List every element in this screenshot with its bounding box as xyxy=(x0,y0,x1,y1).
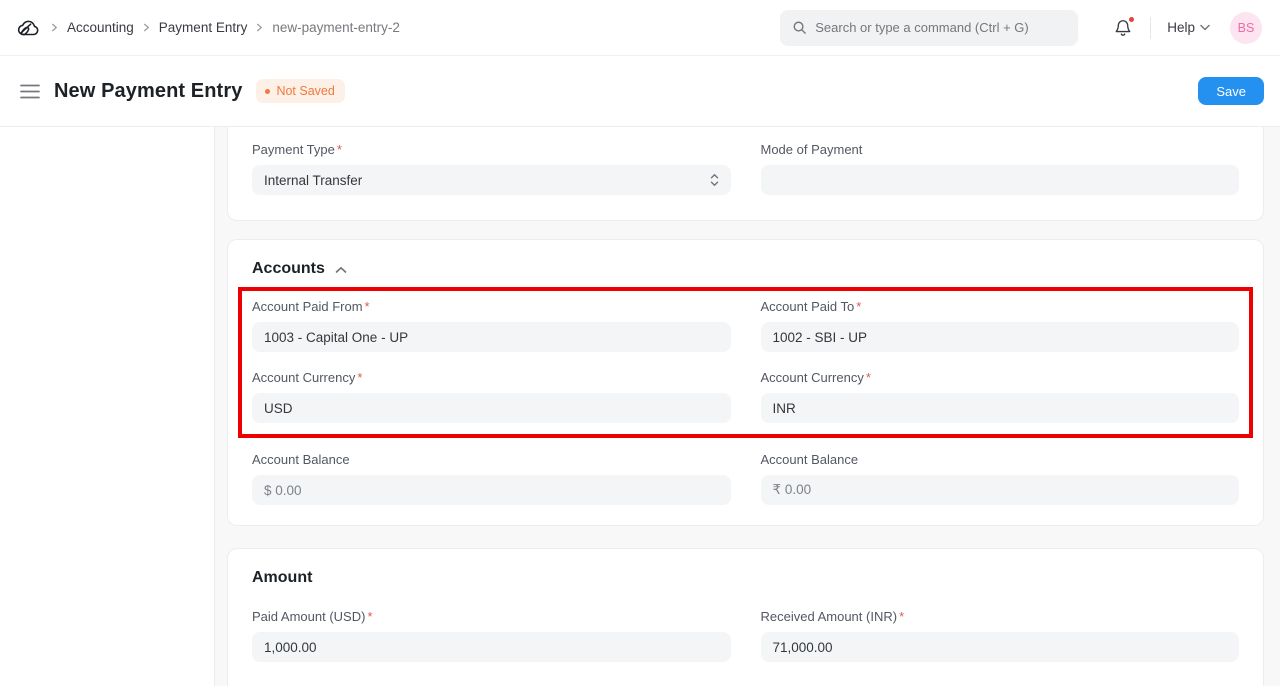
status-badge: Not Saved xyxy=(256,79,345,103)
help-menu[interactable]: Help xyxy=(1165,16,1212,39)
hamburger-icon[interactable] xyxy=(16,80,44,103)
page-header: New Payment Entry Not Saved Save xyxy=(0,56,1280,127)
account-balance-from-input[interactable]: $ 0.00 xyxy=(252,475,731,505)
status-dot-icon xyxy=(265,88,271,94)
field-account-balance-from: Account Balance $ 0.00 xyxy=(252,452,731,505)
navbar-divider xyxy=(1150,16,1152,39)
account-balance-to-input[interactable]: ₹ 0.00 xyxy=(760,475,1239,505)
required-asterisk: * xyxy=(865,370,871,385)
received-amount-label: Received Amount (INR) xyxy=(760,609,898,624)
chevron-right-icon xyxy=(142,23,151,32)
breadcrumb-item-current: new-payment-entry-2 xyxy=(272,20,400,35)
field-account-currency-from: Account Currency * USD xyxy=(252,370,731,423)
amount-section-title: Amount xyxy=(252,569,313,586)
left-sidebar xyxy=(0,127,215,686)
account-paid-from-label: Account Paid From xyxy=(252,299,363,314)
chevron-right-icon xyxy=(255,23,264,32)
payment-type-section: Payment Type * Internal Transfer Mode of … xyxy=(227,127,1264,221)
content-area: Payment Type * Internal Transfer Mode of … xyxy=(0,127,1280,686)
accounts-section-title: Accounts xyxy=(252,260,325,277)
cloud-logo-icon[interactable] xyxy=(16,17,42,39)
form-main: Payment Type * Internal Transfer Mode of … xyxy=(215,127,1280,686)
required-asterisk: * xyxy=(367,609,373,624)
account-balance-to-label: Account Balance xyxy=(760,452,859,467)
accounts-section: Accounts Account Paid From * 1003 - Capit… xyxy=(227,239,1264,526)
notifications-bell-icon[interactable] xyxy=(1110,14,1136,41)
mode-of-payment-label: Mode of Payment xyxy=(760,142,863,157)
payment-type-select[interactable]: Internal Transfer xyxy=(252,165,731,195)
account-paid-from-input[interactable]: 1003 - Capital One - UP xyxy=(252,322,731,352)
amount-section: Amount Paid Amount (USD) * 1,000.00 Recei… xyxy=(227,548,1264,686)
status-badge-label: Not Saved xyxy=(276,84,335,98)
top-navbar: Accounting Payment Entry new-payment-ent… xyxy=(0,0,1280,56)
breadcrumb-item-payment-entry[interactable]: Payment Entry xyxy=(158,20,248,35)
notification-dot xyxy=(1128,16,1136,23)
field-account-balance-to: Account Balance ₹ 0.00 xyxy=(760,452,1239,505)
field-account-paid-from: Account Paid From * 1003 - Capital One - … xyxy=(252,299,731,352)
paid-amount-label: Paid Amount (USD) xyxy=(252,609,366,624)
field-account-paid-to: Account Paid To * 1002 - SBI - UP xyxy=(760,299,1239,352)
payment-type-label: Payment Type xyxy=(252,142,335,157)
search-input[interactable] xyxy=(815,20,1067,35)
received-amount-input[interactable]: 71,000.00 xyxy=(760,632,1239,662)
required-asterisk: * xyxy=(899,609,905,624)
help-label: Help xyxy=(1167,20,1195,35)
account-currency-from-label: Account Currency xyxy=(252,370,356,385)
required-asterisk: * xyxy=(364,299,370,314)
required-asterisk: * xyxy=(336,142,342,157)
payment-type-value: Internal Transfer xyxy=(264,172,363,188)
field-received-amount: Received Amount (INR) * 71,000.00 xyxy=(760,609,1239,662)
account-currency-from-input[interactable]: USD xyxy=(252,393,731,423)
field-paid-amount: Paid Amount (USD) * 1,000.00 xyxy=(252,609,731,662)
field-account-currency-to: Account Currency * INR xyxy=(760,370,1239,423)
paid-amount-input[interactable]: 1,000.00 xyxy=(252,632,731,662)
account-balance-from-label: Account Balance xyxy=(252,452,350,467)
field-payment-type: Payment Type * Internal Transfer xyxy=(252,142,731,195)
user-avatar[interactable]: BS xyxy=(1230,11,1262,44)
search-icon xyxy=(792,20,807,35)
red-annotation-highlight: Account Paid From * 1003 - Capital One - … xyxy=(238,287,1253,438)
required-asterisk: * xyxy=(357,370,363,385)
page-title: New Payment Entry xyxy=(54,79,243,102)
save-button[interactable]: Save xyxy=(1198,77,1264,105)
field-mode-of-payment: Mode of Payment xyxy=(760,142,1239,195)
chevron-up-icon[interactable] xyxy=(335,266,347,274)
selector-up-down-icon xyxy=(710,173,719,187)
command-search[interactable] xyxy=(780,9,1079,46)
account-paid-to-input[interactable]: 1002 - SBI - UP xyxy=(760,322,1239,352)
required-asterisk: * xyxy=(856,299,862,314)
mode-of-payment-input[interactable] xyxy=(760,165,1239,195)
breadcrumb-item-accounting[interactable]: Accounting xyxy=(67,20,134,35)
account-currency-to-label: Account Currency xyxy=(760,370,864,385)
chevron-down-icon xyxy=(1200,24,1210,31)
account-currency-to-input[interactable]: INR xyxy=(760,393,1239,423)
navbar-right-group: Help BS xyxy=(1110,11,1262,44)
account-paid-to-label: Account Paid To xyxy=(760,299,855,314)
breadcrumb: Accounting Payment Entry new-payment-ent… xyxy=(42,20,400,35)
chevron-right-icon xyxy=(50,23,59,32)
